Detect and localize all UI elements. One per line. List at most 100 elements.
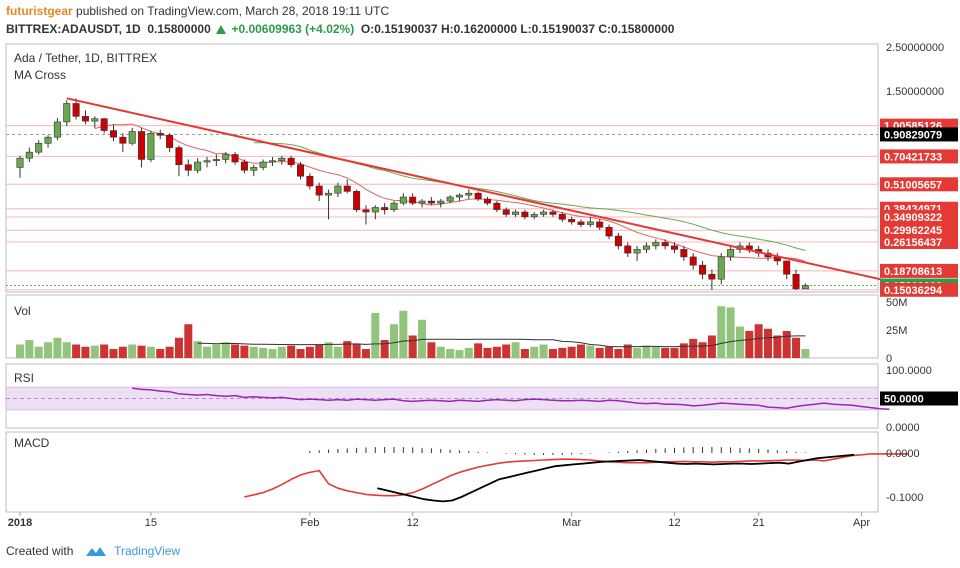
rsi-axis-tick: 0.0000: [886, 422, 920, 434]
volume-bar: [240, 345, 249, 358]
volume-bar: [128, 344, 137, 358]
volume-bar: [567, 346, 576, 358]
candle: [156, 133, 164, 136]
volume-bar: [231, 344, 240, 358]
candle: [250, 167, 258, 171]
volume-bar: [418, 319, 427, 358]
candle: [540, 211, 548, 215]
candle: [568, 219, 576, 223]
time-axis-label: 12: [407, 517, 419, 529]
volume-bar: [399, 310, 408, 358]
volume-bar: [539, 344, 548, 358]
tradingview-brand[interactable]: TradingView: [114, 544, 181, 558]
candle: [119, 136, 127, 144]
candle: [661, 242, 669, 247]
volume-bar: [156, 349, 165, 358]
price-label: 0.51005657: [884, 179, 942, 191]
volume-axis-tick: 0: [886, 353, 892, 365]
time-axis-label: Feb: [300, 517, 319, 529]
volume-bar: [203, 346, 211, 358]
candle: [334, 185, 342, 194]
volume-bar: [698, 342, 707, 358]
candle: [35, 142, 43, 153]
price-label-badge: [880, 210, 958, 225]
candle: [194, 161, 202, 171]
volume-bar: [707, 335, 716, 358]
volume-bar: [764, 328, 772, 358]
candle: [231, 154, 239, 163]
volume-bar: [679, 343, 688, 358]
volume-bar: [502, 344, 511, 358]
volume-bar: [586, 345, 595, 358]
author-link[interactable]: futuristgear: [6, 4, 73, 18]
volume-bar: [427, 342, 436, 358]
volume-bar: [174, 337, 183, 358]
candle: [63, 103, 71, 123]
candle: [381, 207, 389, 211]
volume-bar: [782, 331, 791, 358]
volume-bar: [446, 349, 455, 358]
time-axis-label: 12: [668, 517, 680, 529]
chart-canvas[interactable]: 2.50000000 1.50000000 1.005851260.90829079…: [0, 40, 960, 542]
volume-bar: [651, 346, 660, 358]
candle: [306, 175, 314, 187]
price-label: 0.15036294: [884, 285, 943, 297]
candle: [315, 185, 323, 196]
volume-bar: [62, 342, 71, 358]
candle: [708, 273, 716, 280]
candle: [699, 264, 707, 275]
candle: [586, 221, 594, 225]
volume-bar: [44, 342, 53, 358]
macd-axis-tick: 0.0000: [886, 448, 920, 460]
candle: [689, 256, 697, 266]
volume-bar: [633, 347, 642, 358]
volume-title: Vol: [14, 304, 31, 318]
macd-line: [377, 453, 855, 503]
volume-bar: [605, 346, 614, 358]
candle: [530, 214, 538, 218]
volume-bar: [259, 347, 268, 358]
candle: [110, 130, 118, 138]
volume-bar: [34, 346, 43, 358]
volume-bar: [249, 346, 258, 358]
macd-title: MACD: [14, 436, 50, 450]
candle: [203, 160, 211, 163]
price-label-badge: [880, 149, 958, 164]
candle: [268, 160, 276, 163]
rsi-marker-label: 50.0000: [884, 394, 924, 406]
time-axis-label: 15: [145, 517, 157, 529]
candle: [138, 131, 146, 160]
candle: [577, 221, 585, 225]
candle: [521, 211, 529, 218]
volume-bar: [72, 344, 81, 358]
volume-bar: [268, 349, 277, 358]
volume-bar: [792, 337, 801, 358]
volume-bar: [81, 346, 90, 358]
volume-bar: [577, 344, 585, 358]
candle: [72, 103, 80, 117]
volume-bar: [548, 349, 557, 358]
candle: [362, 209, 370, 213]
volume-bar: [25, 340, 34, 358]
pane-title: Ada / Tether, 1D, BITTREX: [14, 51, 157, 65]
volume-bar: [464, 347, 473, 358]
candle: [512, 211, 520, 215]
candle: [147, 133, 155, 160]
candle: [680, 249, 688, 258]
price-pane: [5, 43, 879, 293]
price-label-badge: [880, 223, 958, 238]
candle: [91, 118, 99, 122]
candle: [81, 116, 89, 122]
candle: [184, 164, 192, 171]
candle: [296, 164, 304, 177]
candle: [25, 151, 33, 159]
candle: [166, 134, 174, 148]
candle: [642, 245, 650, 250]
price-label: 0.70421733: [884, 151, 942, 163]
trendline[interactable]: [66, 97, 900, 285]
candle: [353, 191, 361, 211]
volume-bar: [436, 346, 445, 358]
price-label-badge: [880, 234, 958, 249]
volume-bar: [735, 326, 744, 358]
rsi-axis-tick: 100.0000: [886, 365, 932, 377]
